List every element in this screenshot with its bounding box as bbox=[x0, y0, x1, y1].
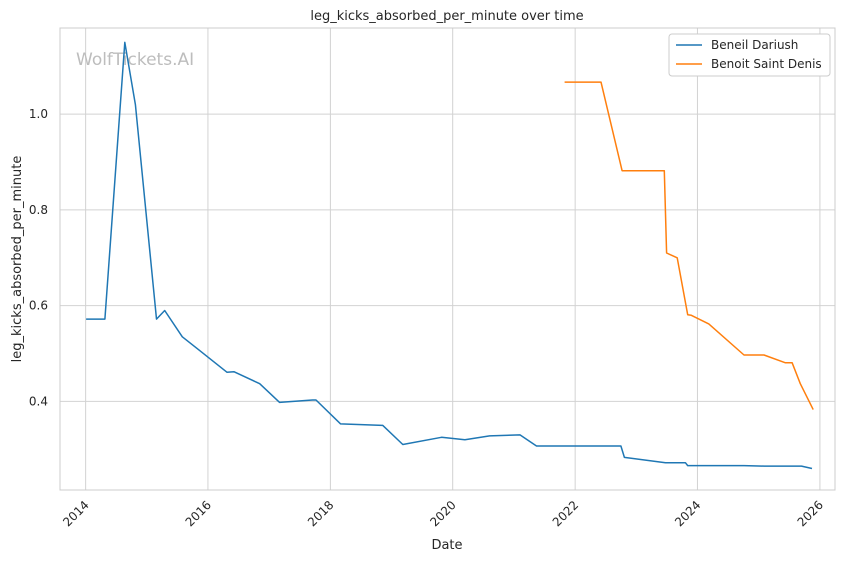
grid-layer bbox=[60, 28, 835, 490]
y-tick-label: 0.4 bbox=[29, 394, 48, 408]
legend-label: Benoit Saint Denis bbox=[711, 57, 822, 71]
x-tick-label: 2018 bbox=[305, 498, 336, 529]
x-tick-label: 2020 bbox=[427, 498, 458, 529]
x-tick-labels: 2014 2016 2018 2020 2022 2024 2026 bbox=[60, 498, 826, 529]
y-axis-label: leg_kicks_absorbed_per_minute bbox=[10, 156, 25, 363]
x-tick-label: 2026 bbox=[795, 498, 826, 529]
series-line-1 bbox=[86, 41, 813, 470]
series-line-2 bbox=[564, 81, 814, 410]
y-tick-label: 1.0 bbox=[29, 107, 48, 121]
legend: Beneil Dariush Benoit Saint Denis bbox=[668, 33, 831, 77]
x-tick-label: 2014 bbox=[60, 498, 91, 529]
x-axis-label: Date bbox=[431, 538, 462, 553]
x-tick-label: 2016 bbox=[183, 498, 214, 529]
watermark: WolfTickets.AI bbox=[76, 50, 194, 70]
y-tick-label: 0.8 bbox=[29, 203, 48, 217]
series-layer bbox=[86, 41, 814, 470]
x-tick-label: 2024 bbox=[672, 498, 703, 529]
plot-frame bbox=[59, 27, 836, 491]
legend-label: Beneil Dariush bbox=[711, 38, 798, 52]
x-tick-label: 2022 bbox=[550, 498, 581, 529]
legend-box bbox=[668, 33, 831, 77]
y-tick-label: 0.6 bbox=[29, 299, 48, 313]
chart-title: leg_kicks_absorbed_per_minute over time bbox=[310, 9, 583, 24]
y-tick-labels: 0.4 0.6 0.8 1.0 bbox=[29, 107, 48, 408]
